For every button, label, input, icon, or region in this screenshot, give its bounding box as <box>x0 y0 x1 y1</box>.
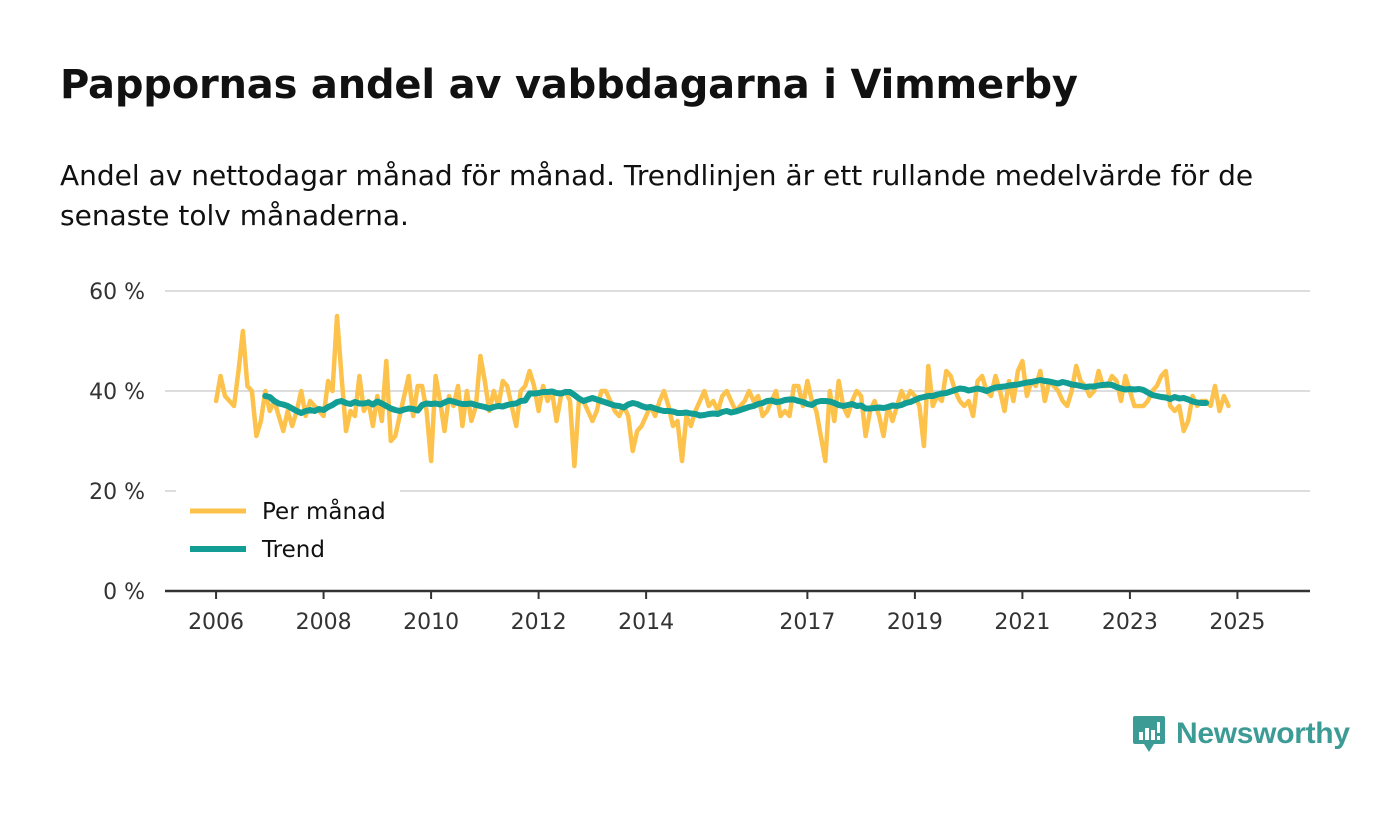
x-tick-label: 2025 <box>1209 610 1265 635</box>
x-tick-label: 2008 <box>296 610 352 635</box>
x-tick-label: 2010 <box>403 610 459 635</box>
y-tick-label: 40 % <box>89 380 145 405</box>
newsworthy-logo-icon <box>1133 716 1165 752</box>
y-tick-label: 0 % <box>103 580 145 605</box>
chart-subtitle: Andel av nettodagar månad för månad. Tre… <box>60 159 1254 232</box>
legend-label-trend: Trend <box>261 537 325 563</box>
x-axis-tick-labels: 2006 2008 2010 2012 2014 2017 2019 2021 2023 2025 <box>188 610 1265 635</box>
line-chart: 0 % 20 % 40 % 60 % 2006 2008 2010 2012 2014 2017… <box>89 280 1310 635</box>
newsworthy-brand: Newsworthy <box>1132 712 1350 756</box>
legend-label-per-manad: Per månad <box>262 497 386 525</box>
series-layer <box>213 313 1231 469</box>
x-tick-label: 2017 <box>779 610 835 635</box>
x-tick-label: 2019 <box>887 610 943 635</box>
x-axis <box>165 589 1310 599</box>
legend: Per månad Trend <box>176 490 400 576</box>
series-line-trend <box>262 377 1210 419</box>
x-tick-label: 2014 <box>618 610 674 635</box>
chart-title: Pappornas andel av vabbdagarna i Vimmerb… <box>60 62 1078 108</box>
y-tick-label: 60 % <box>89 280 145 305</box>
brand-name: Newsworthy <box>1176 717 1350 750</box>
y-tick-label: 20 % <box>89 480 145 505</box>
y-axis-tick-labels: 0 % 20 % 40 % 60 % <box>89 280 145 605</box>
series-line-per-manad <box>213 313 1231 469</box>
x-tick-label: 2023 <box>1102 610 1158 635</box>
x-tick-label: 2006 <box>188 610 244 635</box>
x-tick-label: 2021 <box>994 610 1050 635</box>
legend-background <box>176 490 400 576</box>
x-tick-label: 2012 <box>511 610 567 635</box>
